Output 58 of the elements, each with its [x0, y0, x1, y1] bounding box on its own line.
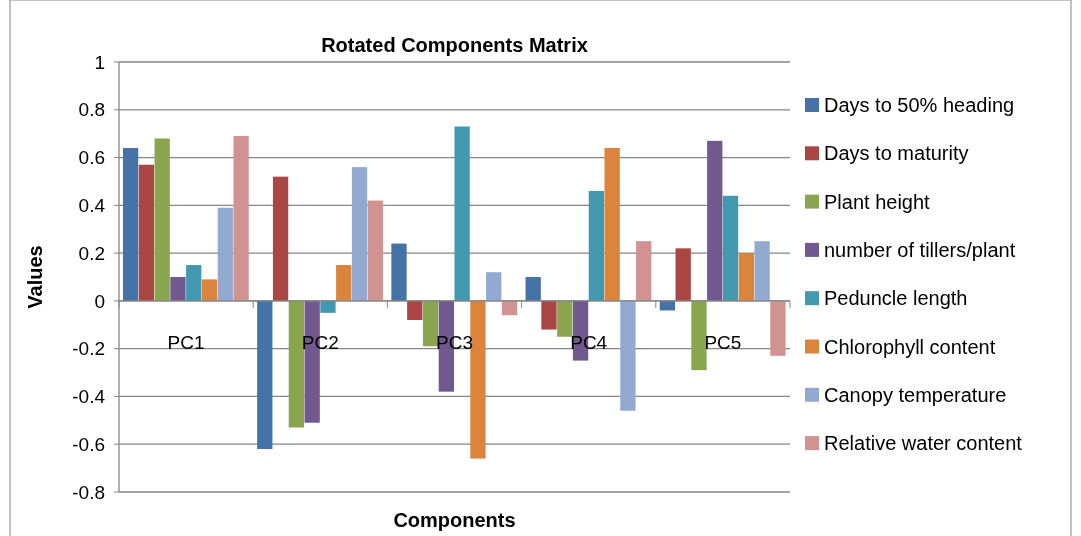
- bar: [557, 300, 573, 337]
- legend-label: Plant height: [824, 190, 931, 213]
- legend-label: Peduncle length: [824, 287, 968, 310]
- bar: [201, 279, 218, 301]
- bar: [541, 300, 557, 330]
- legend-label: Days to 50% heading: [824, 94, 1015, 116]
- bar: [588, 191, 604, 301]
- bar: [351, 167, 368, 301]
- y-tick-label: -0.2: [72, 338, 105, 360]
- bar: [636, 241, 652, 301]
- bar: [722, 195, 739, 301]
- y-tick-label: 0.2: [78, 242, 105, 264]
- bar: [138, 164, 155, 301]
- bar: [738, 253, 754, 301]
- x-tick-label: PC3: [436, 331, 473, 353]
- legend-label: Canopy temperature: [824, 383, 1007, 406]
- bar: [233, 136, 249, 301]
- y-tick-label: 0.8: [78, 99, 105, 121]
- bar: [407, 300, 423, 320]
- bar: [525, 277, 541, 301]
- bar: [486, 272, 502, 301]
- y-tick-label: -0.8: [72, 481, 105, 503]
- bar: [754, 241, 770, 301]
- legend-label: number of tillers/plant: [824, 238, 1016, 261]
- legend-label: Days to maturity: [824, 142, 969, 165]
- y-tick-label: -0.4: [72, 386, 106, 408]
- bar: [707, 140, 723, 301]
- y-tick-label: 1: [94, 51, 105, 73]
- bar: [336, 265, 352, 301]
- bar: [691, 300, 707, 371]
- bar: [391, 243, 407, 301]
- bar: [217, 207, 233, 301]
- bar: [272, 176, 289, 301]
- y-tick-label: 0: [94, 290, 105, 312]
- bar: [770, 300, 786, 356]
- bar: [320, 300, 336, 313]
- y-tick-label: 0.4: [78, 194, 106, 216]
- bar: [154, 138, 170, 301]
- bar: [170, 277, 186, 301]
- bar: [675, 248, 691, 301]
- bar: [454, 126, 470, 301]
- x-tick-label: PC5: [704, 331, 742, 353]
- x-tick-label: PC1: [167, 331, 205, 353]
- bar: [604, 148, 620, 301]
- bar: [620, 300, 636, 411]
- bar: [288, 300, 305, 428]
- x-axis-title: Components: [393, 509, 516, 531]
- y-axis-title: Values: [24, 245, 46, 309]
- bar: [186, 265, 202, 301]
- legend-label: Relative water content: [824, 432, 1023, 455]
- legend-label: Chlorophyll content: [824, 335, 996, 358]
- bar: [122, 148, 139, 301]
- bar: [422, 300, 439, 347]
- y-tick-label: -0.6: [72, 433, 105, 455]
- y-tick-label: 0.6: [78, 147, 105, 169]
- chart-title: Rotated Components Matrix: [321, 34, 588, 56]
- bar: [257, 300, 273, 449]
- bar: [367, 200, 383, 301]
